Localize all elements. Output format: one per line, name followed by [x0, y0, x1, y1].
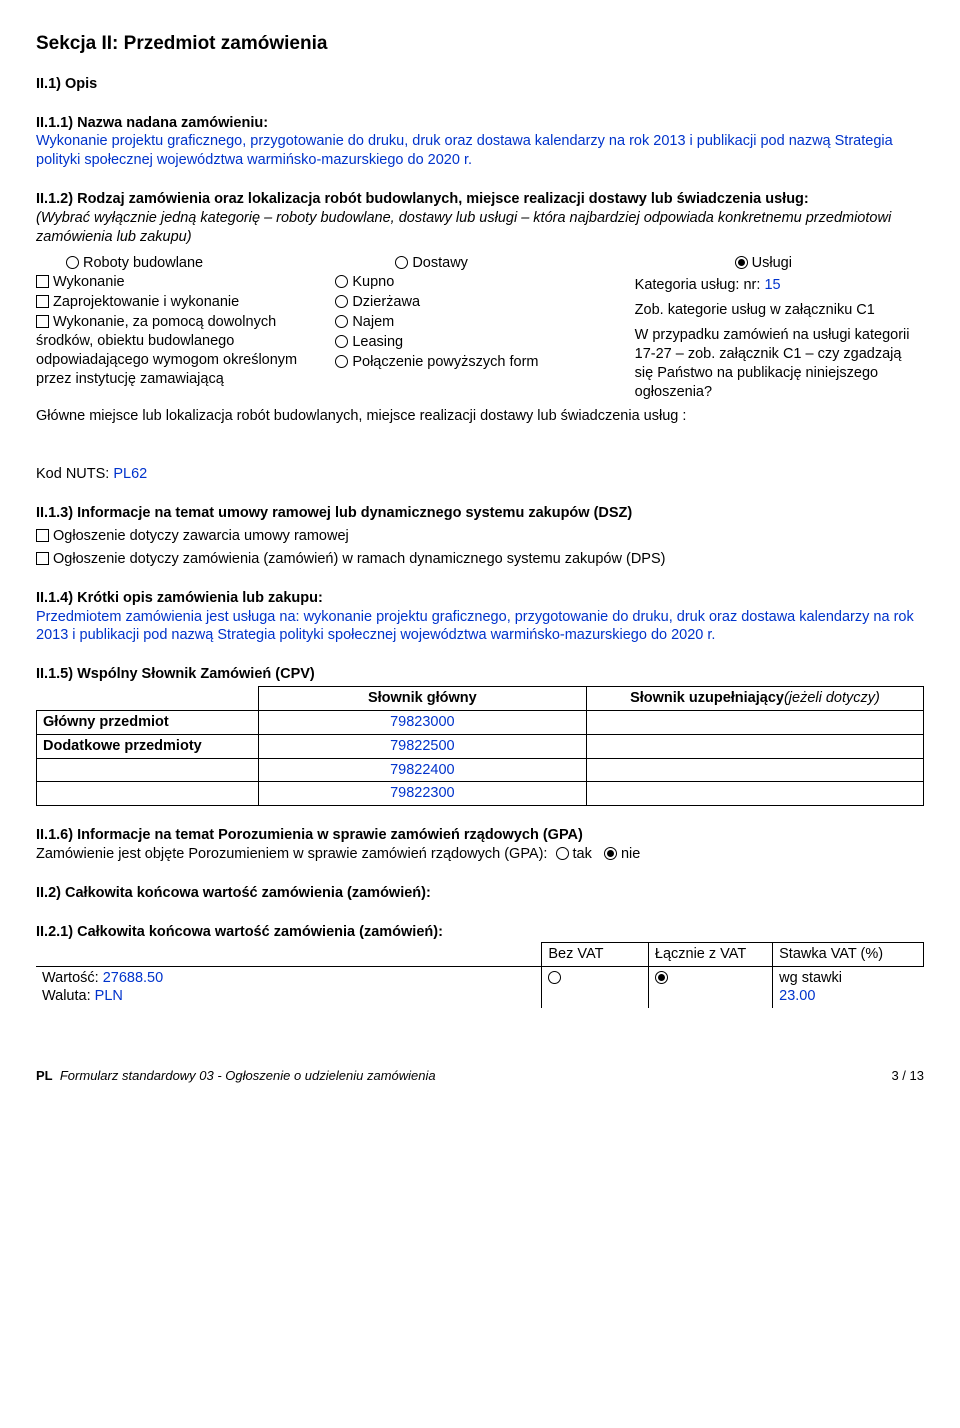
label-category: Kategoria usług: nr: — [635, 277, 761, 293]
checkbox-wykonanie[interactable] — [36, 275, 49, 288]
radio-najem[interactable] — [335, 315, 348, 328]
label-leasing: Leasing — [352, 334, 403, 350]
label-works: Roboty budowlane — [83, 255, 203, 271]
label-no: nie — [621, 846, 640, 862]
label-currency: Waluta: — [42, 988, 91, 1004]
checkbox-framework[interactable] — [36, 529, 49, 542]
label-wykonanie: Wykonanie — [53, 274, 125, 290]
label-nuts: Kod NUTS: — [36, 466, 109, 482]
page-footer: PL Formularz standardowy 03 - Ogłoszenie… — [36, 1068, 924, 1085]
note-ii-1-2: (Wybrać wyłącznie jedną kategorię – robo… — [36, 209, 924, 247]
note-category-annex: Zob. kategorie usług w załączniku C1 — [635, 301, 924, 320]
table-row: 79822300 — [37, 782, 924, 806]
label-kupno: Kupno — [352, 274, 394, 290]
value-currency: PLN — [95, 988, 123, 1004]
value-nuts: PL62 — [113, 466, 147, 482]
text-ii-1-4: Przedmiotem zamówienia jest usługa na: w… — [36, 608, 924, 646]
label-zaprojektowanie: Zaprojektowanie i wykonanie — [53, 294, 239, 310]
checkbox-wykonanie-srodki[interactable] — [36, 315, 49, 328]
heading-ii-2: II.2) Całkowita końcowa wartość zamówien… — [36, 884, 924, 903]
table-row: Główny przedmiot 79823000 — [37, 710, 924, 734]
radio-gpa-no[interactable] — [604, 847, 617, 860]
table-row: Dodatkowe przedmioty 79822500 — [37, 734, 924, 758]
label-framework: Ogłoszenie dotyczy zawarcia umowy ramowe… — [53, 528, 349, 544]
heading-ii-1-2: II.1.2) Rodzaj zamówienia oraz lokalizac… — [36, 190, 924, 209]
radio-bez-vat[interactable] — [548, 971, 561, 984]
radio-dzierzawa[interactable] — [335, 295, 348, 308]
label-polaczenie: Połączenie powyższych form — [352, 354, 538, 370]
footer-form-name: Formularz standardowy 03 - Ogłoszenie o … — [60, 1068, 436, 1083]
label-value: Wartość: — [42, 970, 99, 986]
heading-ii-1-6: II.1.6) Informacje na temat Porozumienia… — [36, 826, 924, 845]
heading-ii-1-5: II.1.5) Wspólny Słownik Zamówień (CPV) — [36, 665, 924, 684]
radio-works[interactable] — [66, 256, 79, 269]
cpv-col-main: Słownik główny — [258, 687, 586, 711]
footer-page-number: 3 / 13 — [891, 1068, 924, 1085]
radio-services[interactable] — [735, 256, 748, 269]
label-main-place: Główne miejsce lub lokalizacja robót bud… — [36, 407, 924, 426]
section-title: Sekcja II: Przedmiot zamówienia — [36, 32, 924, 57]
cpv-table: Słownik główny Słownik uzupełniający(jeż… — [36, 686, 924, 806]
cpv-col-supp: Słownik uzupełniający(jeżeli dotyczy) — [586, 687, 923, 711]
value-category: 15 — [764, 277, 780, 293]
label-supplies: Dostawy — [412, 255, 468, 271]
label-gpa: Zamówienie jest objęte Porozumieniem w s… — [36, 846, 547, 862]
table-row: 79822400 — [37, 758, 924, 782]
label-dzierzawa: Dzierżawa — [352, 294, 420, 310]
label-wykonanie-srodki: Wykonanie, za pomocą dowolnych środków, … — [36, 314, 297, 387]
heading-ii-1-3: II.1.3) Informacje na temat umowy ramowe… — [36, 504, 924, 523]
value-rate: 23.00 — [779, 988, 815, 1004]
heading-ii-1-1: II.1.1) Nazwa nadana zamówieniu: — [36, 114, 924, 133]
radio-gpa-yes[interactable] — [556, 847, 569, 860]
value-table: Bez VAT Łącznie z VAT Stawka VAT (%) War… — [36, 942, 924, 1009]
label-yes: tak — [573, 846, 592, 862]
subsection-ii1: II.1) Opis — [36, 75, 924, 94]
checkbox-dps[interactable] — [36, 552, 49, 565]
label-najem: Najem — [352, 314, 394, 330]
label-rate: wg stawki — [779, 970, 842, 986]
footer-lang: PL — [36, 1068, 53, 1083]
value-amount: 27688.50 — [103, 970, 163, 986]
radio-leasing[interactable] — [335, 335, 348, 348]
heading-ii-2-1: II.2.1) Całkowita końcowa wartość zamówi… — [36, 923, 924, 942]
heading-ii-1-4: II.1.4) Krótki opis zamówienia lub zakup… — [36, 589, 924, 608]
radio-z-vat[interactable] — [655, 971, 668, 984]
radio-polaczenie[interactable] — [335, 355, 348, 368]
text-ii-1-1: Wykonanie projektu graficznego, przygoto… — [36, 132, 924, 170]
radio-supplies[interactable] — [395, 256, 408, 269]
radio-kupno[interactable] — [335, 275, 348, 288]
note-category-publish: W przypadku zamówień na usługi kategorii… — [635, 326, 924, 401]
label-services: Usługi — [752, 255, 792, 271]
label-dps: Ogłoszenie dotyczy zamówienia (zamówień)… — [53, 551, 665, 567]
checkbox-zaprojektowanie[interactable] — [36, 295, 49, 308]
